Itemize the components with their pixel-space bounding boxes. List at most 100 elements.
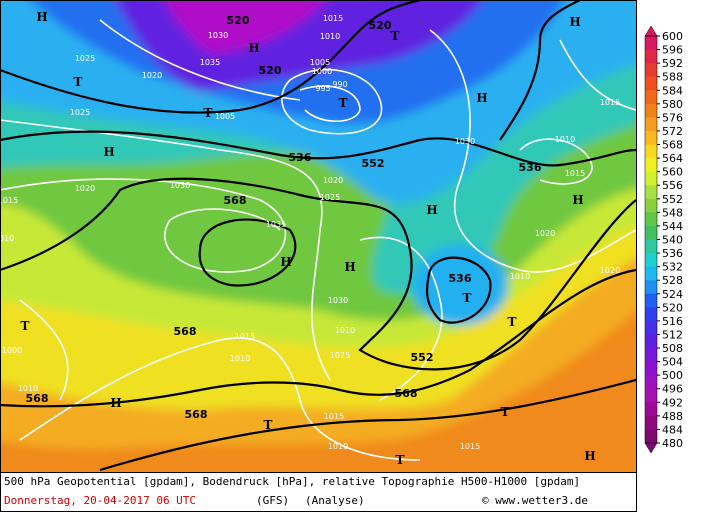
pressure-label: 990 — [332, 80, 347, 89]
colorbar-segment — [645, 76, 657, 91]
colorbar-label: 488 — [662, 410, 683, 423]
pressure-label: 1025 — [320, 193, 340, 202]
pressure-label: 1015 — [323, 14, 343, 23]
footer-frame — [0, 472, 637, 512]
colorbar-segment — [645, 90, 657, 105]
colorbar-segment — [645, 117, 657, 132]
pressure-label: 1000 — [2, 346, 22, 355]
colorbar-label: 600 — [662, 30, 683, 43]
pressure-label: 1015 — [0, 196, 18, 205]
colorbar-segment — [645, 266, 657, 281]
colorbar-label: 536 — [662, 247, 683, 260]
colorbar-segment — [645, 334, 657, 349]
colorbar-segment — [645, 158, 657, 173]
colorbar-label: 588 — [662, 71, 683, 84]
pressure-label: 1025 — [70, 108, 90, 117]
pressure-label: 1015 — [460, 442, 480, 451]
colorbar-label: 572 — [662, 125, 683, 138]
colorbar-segment — [645, 63, 657, 78]
pressure-label: 1015 — [565, 169, 585, 178]
pressure-center: T — [204, 106, 213, 120]
pressure-label: 1020 — [600, 266, 620, 275]
colorbar-label: 596 — [662, 44, 683, 57]
colorbar-arrow-bottom — [644, 442, 658, 454]
pressure-label: 1010 — [230, 354, 250, 363]
pressure-label: 1010 — [510, 272, 530, 281]
pressure-label: 1010 — [0, 234, 14, 243]
colorbar-label: 484 — [662, 423, 683, 436]
pressure-label: 1025 — [75, 54, 95, 63]
pressure-label: 1030 — [170, 181, 190, 190]
footer-date: Donnerstag, 20-04-2017 06 UTC — [4, 494, 196, 507]
colorbar-segment — [645, 103, 657, 118]
geopotential-label: 568 — [224, 194, 247, 207]
pressure-label: 1020 — [323, 176, 343, 185]
pressure-label: 1020 — [142, 71, 162, 80]
colorbar-label: 508 — [662, 342, 683, 355]
colorbar-label: 576 — [662, 111, 683, 124]
pressure-center: T — [264, 418, 273, 432]
pressure-center: H — [476, 91, 487, 105]
colorbar-label: 568 — [662, 139, 683, 152]
pressure-label: 1030 — [455, 137, 475, 146]
colorbar-label: 500 — [662, 369, 683, 382]
pressure-center: H — [110, 396, 121, 410]
pressure-label: 1005 — [310, 58, 330, 67]
pressure-center: H — [344, 260, 355, 274]
geopotential-label: 520 — [227, 14, 250, 27]
colorbar-label: 564 — [662, 152, 683, 165]
geopotential-label: 536 — [289, 151, 312, 164]
pressure-label: 1035 — [266, 220, 286, 229]
pressure-label: 1035 — [200, 58, 220, 67]
pressure-center: H — [103, 145, 114, 159]
colorbar-label: 492 — [662, 396, 683, 409]
pressure-center: T — [74, 75, 83, 89]
pressure-label: 995 — [315, 84, 330, 93]
colorbar-segment — [645, 402, 657, 417]
colorbar-label: 544 — [662, 220, 683, 233]
pressure-center: T — [508, 315, 517, 329]
pressure-center: H — [569, 15, 580, 29]
pressure-label: 1010 — [18, 384, 38, 393]
colorbar-segment — [645, 388, 657, 403]
colorbar-label: 540 — [662, 234, 683, 247]
geopotential-label: 520 — [369, 19, 392, 32]
pressure-label: 1030 — [208, 31, 228, 40]
pressure-center: H — [572, 193, 583, 207]
colorbar-segment — [645, 280, 657, 295]
colorbar-segment — [645, 320, 657, 335]
colorbar-label: 524 — [662, 288, 683, 301]
pressure-center: T — [339, 96, 348, 110]
colorbar-label: 516 — [662, 315, 683, 328]
colorbar-label: 528 — [662, 274, 683, 287]
pressure-label: 1015 — [600, 98, 620, 107]
colorbar-segment — [645, 429, 657, 444]
pressure-center: T — [463, 291, 472, 305]
pressure-center: T — [21, 319, 30, 333]
colorbar-segment — [645, 348, 657, 363]
colorbar-label: 584 — [662, 84, 683, 97]
pressure-label: 1015 — [235, 332, 255, 341]
colorbar-segment — [645, 239, 657, 254]
geopotential-label: 568 — [395, 387, 418, 400]
pressure-label: 1010 — [555, 135, 575, 144]
geopotential-label: 552 — [362, 157, 385, 170]
pressure-center: T — [501, 405, 510, 419]
colorbar-segment — [645, 253, 657, 268]
footer-copyright: © www.wetter3.de — [482, 494, 588, 507]
colorbar-segment — [645, 144, 657, 159]
colorbar-segment — [645, 198, 657, 213]
geopotential-label: 568 — [26, 392, 49, 405]
colorbar-segment — [645, 130, 657, 146]
pressure-center: T — [396, 453, 405, 467]
colorbar: 6005965925885845805765725685645605565525… — [644, 25, 683, 454]
colorbar-label: 556 — [662, 179, 683, 192]
colorbar-label: 520 — [662, 301, 683, 314]
colorbar-label: 512 — [662, 328, 683, 341]
pressure-center: H — [280, 255, 291, 269]
colorbar-segment — [645, 293, 657, 308]
pressure-label: 1010 — [335, 326, 355, 335]
